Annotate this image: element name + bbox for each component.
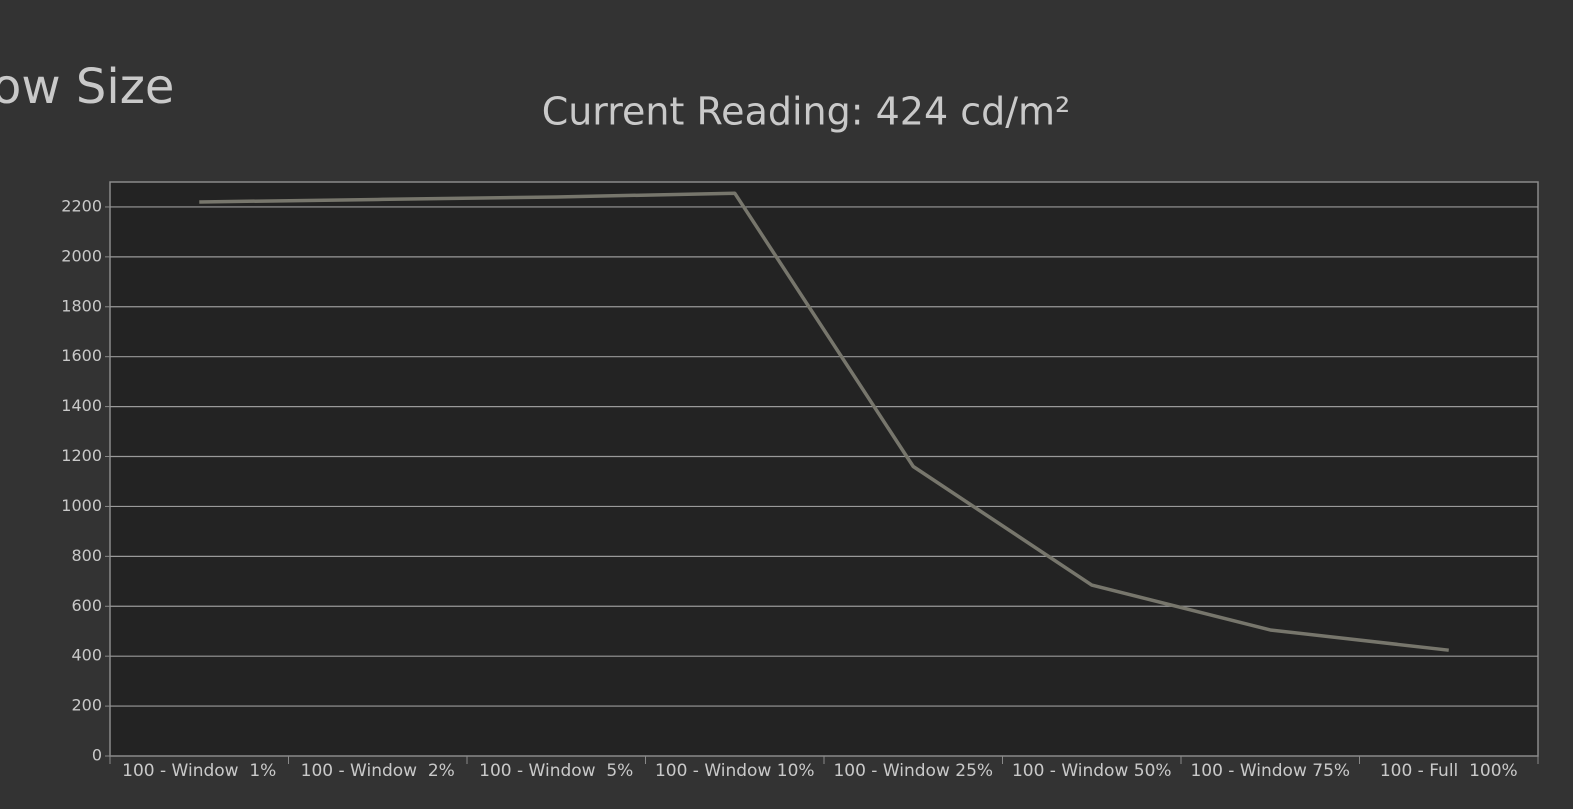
y-tick-label: 0 (92, 746, 102, 765)
y-tick-label: 1000 (61, 496, 102, 515)
y-tick-label: 1600 (61, 346, 102, 365)
y-tick-label: 1400 (61, 396, 102, 415)
x-tick-label: 100 - Window 75% (1190, 761, 1350, 781)
page-title: ow Size (0, 59, 174, 115)
x-tick-label: 100 - Window 5% (479, 761, 633, 781)
y-tick-label: 1800 (61, 296, 102, 315)
y-tick-label: 1200 (61, 446, 102, 465)
plot-area (109, 181, 1539, 757)
y-tick-label: 2200 (61, 196, 102, 215)
data-line (199, 191, 1449, 652)
x-tick-label: 100 - Window 50% (1012, 761, 1172, 781)
y-tick-label: 600 (71, 596, 102, 615)
y-tick-label: 800 (71, 546, 102, 565)
x-tick-label: 100 - Full 100% (1380, 761, 1518, 781)
x-tick-label: 100 - Window 2% (301, 761, 455, 781)
x-tick-label: 100 - Window 1% (122, 761, 276, 781)
chart-title: Current Reading: 424 cd/m² (542, 90, 1071, 134)
y-tick-label: 200 (71, 696, 102, 715)
x-tick-label: 100 - Window 25% (833, 761, 993, 781)
x-tick-label: 100 - Window 10% (655, 761, 815, 781)
y-tick-label: 400 (71, 646, 102, 665)
y-tick-label: 2000 (61, 246, 102, 265)
